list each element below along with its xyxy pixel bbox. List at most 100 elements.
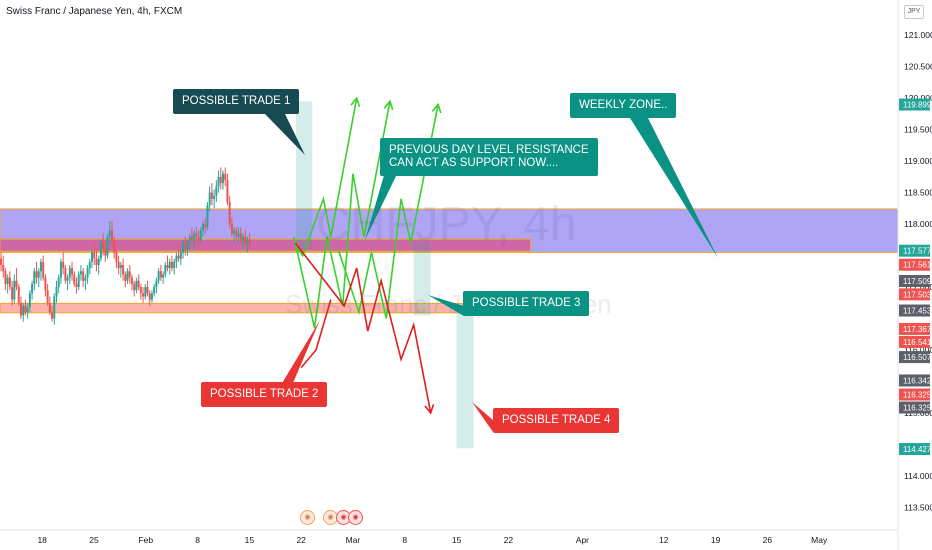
callout-weekly-zone[interactable]: WEEKLY ZONE.. (570, 93, 677, 118)
candle-body (210, 192, 213, 199)
candle-body (144, 287, 147, 297)
red-projection-path-arrowhead (424, 404, 435, 415)
candle-body (17, 287, 20, 303)
zones (0, 208, 899, 314)
callout-leader (278, 320, 320, 390)
candle-body (66, 277, 69, 281)
callout-previous-day-resistance[interactable]: PREVIOUS DAY LEVEL RESISTANCE CAN ACT AS… (380, 138, 598, 176)
green-projection-path (293, 98, 358, 258)
callout-leaders (265, 114, 718, 432)
candle-body (224, 173, 227, 180)
candle-body (73, 274, 76, 284)
x-tick-label: 15 (245, 535, 255, 545)
watermark-symbol: CHFJPY, 4h (316, 198, 577, 251)
candle-body (77, 274, 80, 288)
candle-body (42, 261, 45, 278)
price-label: 117.561 (903, 261, 932, 270)
candle-body (228, 202, 231, 225)
time-axis: 18 25 Feb 8 15 22 Mar 8 15 22 Apr 12 19 26 May (0, 529, 898, 545)
candle-body (186, 242, 189, 250)
candle-body (93, 252, 96, 259)
price-label-bg (899, 335, 930, 348)
candle-body (82, 271, 85, 281)
candle-body (19, 302, 22, 316)
candle-body (108, 230, 111, 237)
candle-body (24, 305, 27, 313)
candle-body (177, 255, 180, 259)
candle-body (244, 236, 247, 243)
red-projection-path (294, 242, 432, 414)
candle-body (11, 287, 14, 300)
price-axis: 113.500114.000115.000116.000117.000118.0… (897, 0, 932, 550)
candle-body (53, 296, 56, 319)
x-tick-label: 19 (711, 535, 721, 545)
trade-boxes (296, 101, 474, 449)
candle-body (44, 277, 47, 291)
candle-body (173, 261, 176, 269)
event-marker-icon[interactable]: ◉ (300, 510, 315, 525)
callout-possible-trade-3[interactable]: POSSIBLE TRADE 3 (463, 291, 590, 316)
y-tick-label: 120.000 (904, 93, 932, 103)
y-tick-label: 114.000 (904, 471, 932, 481)
currency-badge[interactable]: JPY (904, 5, 924, 19)
candle-body (164, 265, 167, 275)
price-label: 117.503 (903, 290, 932, 299)
x-tick-label: 18 (37, 535, 47, 545)
y-tick-label: 119.500 (904, 125, 932, 135)
candle-body (175, 255, 178, 262)
callout-possible-trade-2[interactable]: POSSIBLE TRADE 2 (201, 382, 328, 407)
candle-body (51, 312, 54, 319)
x-tick-label: Feb (138, 535, 153, 545)
callout-leader (265, 114, 305, 155)
green-projection-path (293, 101, 391, 329)
candle-body (68, 268, 71, 278)
candle-body (64, 268, 67, 281)
zone-daily (0, 238, 532, 252)
callout-possible-trade-4[interactable]: POSSIBLE TRADE 4 (493, 408, 620, 433)
candle-body (170, 261, 173, 269)
candle-body (199, 230, 202, 240)
red-projection-path (300, 299, 332, 369)
candle-body (219, 176, 222, 184)
candle-body (190, 236, 193, 240)
candle-body (202, 224, 205, 231)
candle-body (48, 302, 51, 313)
candle-body (137, 280, 140, 288)
candle-body (71, 268, 74, 275)
symbol-title: Swiss Franc / Japanese Yen, 4h, FXCM (6, 6, 183, 17)
candle-body (2, 265, 5, 272)
price-label: 116.541 (903, 338, 932, 347)
candle-body (213, 195, 216, 199)
candle-body (226, 180, 229, 203)
x-tick-label: 8 (402, 535, 407, 545)
x-tick-label: Apr (576, 535, 589, 545)
candle-body (39, 261, 42, 272)
candle-body (84, 277, 87, 281)
candle-body (13, 280, 16, 300)
candle-body (162, 274, 165, 278)
candle-body (233, 230, 236, 234)
y-tick-label: 113.500 (904, 502, 932, 512)
candle-body (102, 242, 105, 250)
candle-body (113, 239, 116, 253)
candle-body (97, 258, 100, 265)
candle-body (197, 236, 200, 240)
candle-body (139, 287, 142, 294)
price-label: 117.509 (903, 277, 932, 286)
price-label: 117.367 (903, 325, 932, 334)
price-label: 116.507 (903, 353, 932, 362)
candle-body (235, 230, 238, 237)
candle-body (241, 236, 244, 240)
y-tick-label: 121.000 (904, 30, 932, 40)
x-tick-label: Mar (346, 535, 361, 545)
price-label: 117.577 (903, 247, 932, 256)
event-marker-icon[interactable]: ◉ (348, 510, 363, 525)
candle-body (28, 293, 31, 308)
callout-possible-trade-1[interactable]: POSSIBLE TRADE 1 (173, 89, 300, 114)
candle-body (204, 224, 207, 228)
price-label-bg (899, 374, 930, 387)
price-label-bg (899, 258, 930, 271)
candle-body (62, 261, 65, 269)
candle-body (146, 287, 149, 294)
